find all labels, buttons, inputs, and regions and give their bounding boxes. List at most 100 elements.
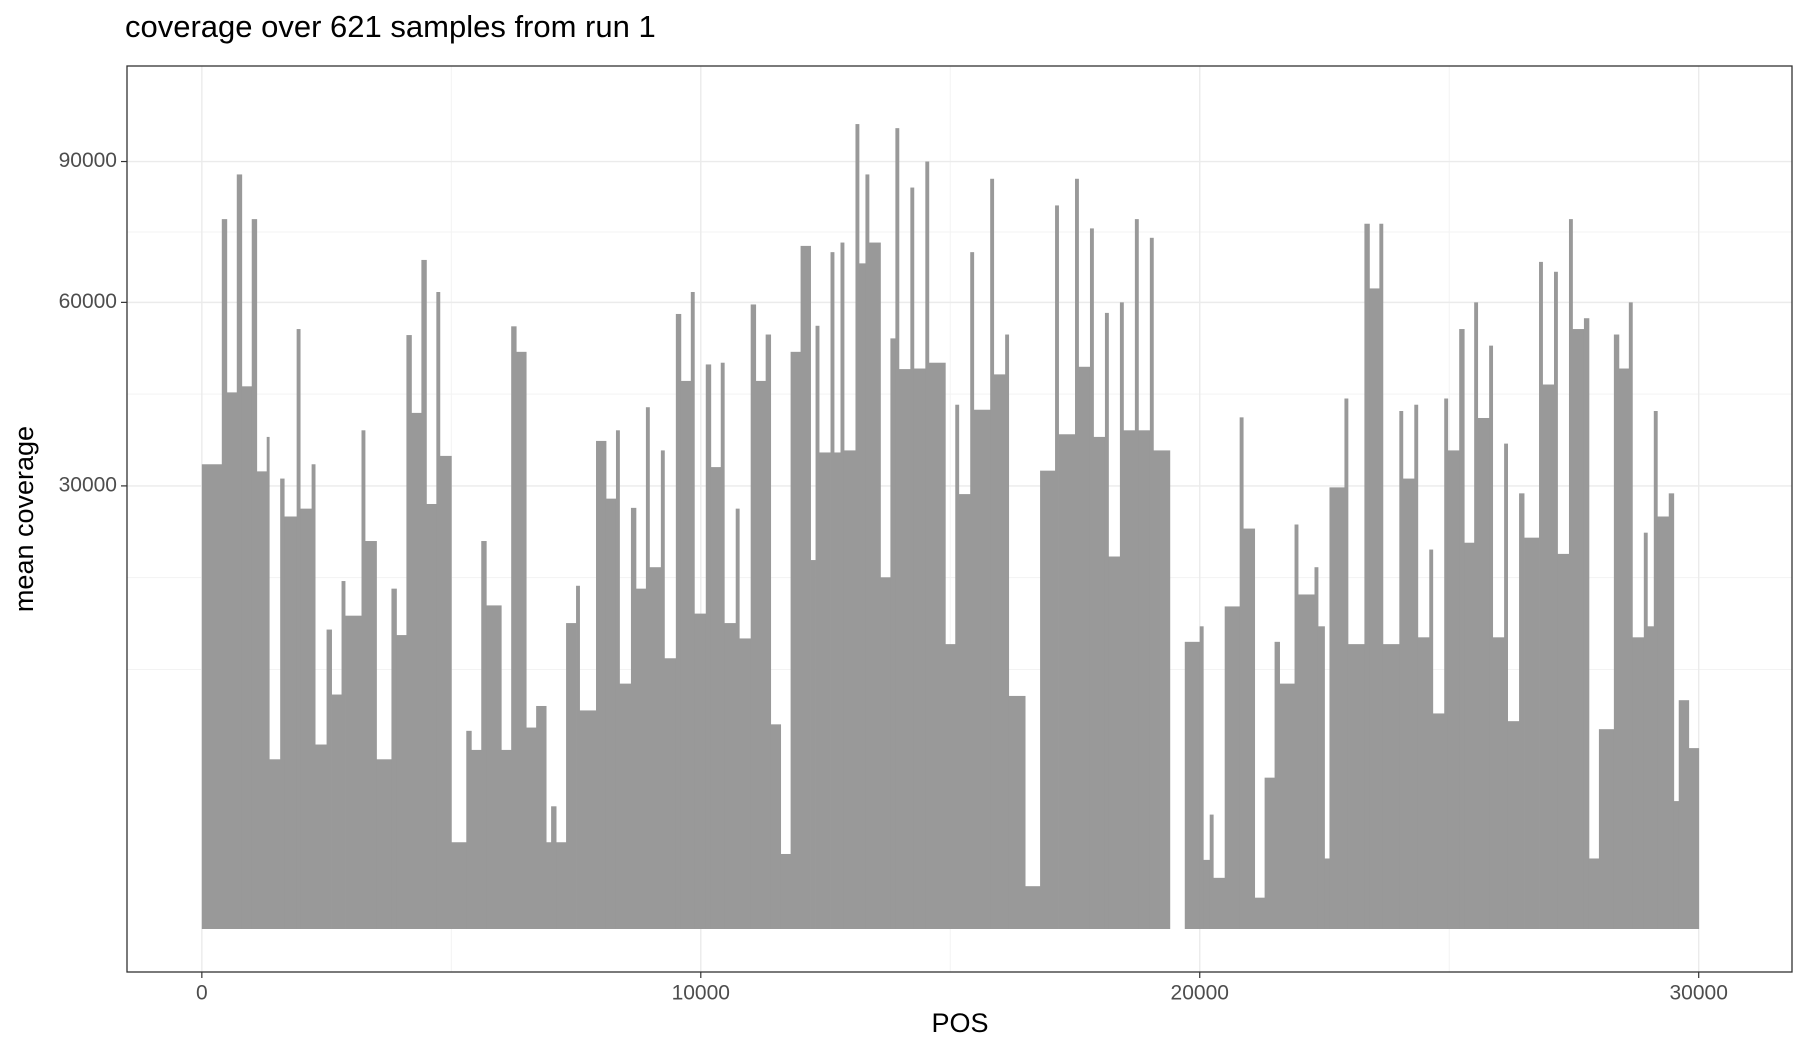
bar (1347, 644, 1365, 929)
bar (735, 508, 740, 929)
bar (1653, 410, 1658, 929)
bar (1239, 417, 1244, 929)
bar (1399, 410, 1404, 929)
bar (970, 252, 975, 930)
bar (1554, 271, 1558, 929)
bar (1628, 302, 1633, 929)
bar (511, 326, 517, 929)
bar (1542, 384, 1555, 929)
bar (280, 478, 285, 929)
bar (1379, 223, 1384, 930)
bar (1539, 261, 1543, 929)
bar (910, 187, 915, 929)
bar (843, 450, 856, 929)
bar (1402, 478, 1415, 929)
chart-title: coverage over 621 samples from run 1 (125, 9, 656, 44)
bar (1524, 537, 1540, 929)
bar (1474, 302, 1479, 929)
bar (1657, 516, 1670, 929)
plot-frame (126, 65, 1793, 973)
bar (645, 407, 650, 929)
bar (516, 351, 527, 929)
bar (865, 174, 870, 929)
bar (1414, 404, 1419, 930)
bar (331, 694, 342, 929)
bar (815, 325, 820, 929)
bar (1673, 801, 1680, 929)
bar (526, 727, 537, 929)
bar (315, 744, 327, 929)
bar (770, 724, 782, 929)
bar (284, 516, 298, 929)
bar (1369, 288, 1380, 929)
bar (1364, 223, 1370, 930)
bar (1138, 430, 1151, 929)
bar (326, 629, 332, 929)
bar (226, 392, 238, 929)
bar (1209, 814, 1214, 929)
bar (1492, 637, 1505, 929)
bar (858, 263, 866, 929)
bar (536, 705, 547, 929)
bar (605, 498, 617, 929)
bar (1557, 553, 1570, 929)
bar (466, 730, 472, 929)
bar (660, 450, 665, 929)
bar (993, 374, 1006, 929)
bar (1314, 567, 1319, 929)
bar (705, 364, 712, 929)
bar (1279, 683, 1295, 929)
bar (955, 404, 960, 930)
bar (1317, 626, 1325, 929)
bar (579, 710, 597, 929)
bar (269, 759, 281, 929)
bar (1489, 345, 1494, 930)
bar (800, 245, 811, 929)
bar (300, 508, 313, 929)
bar (376, 759, 392, 929)
bar (880, 577, 891, 929)
x-axis-label: POS (931, 1008, 988, 1038)
bar (755, 380, 767, 929)
bar (1058, 434, 1076, 929)
bar (1108, 556, 1121, 929)
bar (739, 638, 752, 929)
bar (1134, 219, 1139, 929)
bar (1618, 368, 1630, 929)
bar (1184, 641, 1201, 929)
bar (680, 380, 692, 929)
bar (710, 467, 722, 929)
bar (1329, 487, 1345, 929)
bar (1598, 729, 1615, 929)
bar (406, 335, 412, 929)
bar (1274, 641, 1280, 929)
bar (1119, 302, 1124, 929)
bar (1213, 877, 1226, 929)
bar (724, 623, 737, 929)
bar (690, 292, 695, 930)
bar (619, 683, 632, 929)
bar (1153, 450, 1171, 929)
bar (895, 128, 900, 929)
bar (750, 304, 757, 929)
bar (566, 623, 577, 929)
bar (1040, 470, 1056, 929)
bar (411, 412, 422, 929)
bar (928, 362, 946, 929)
bar (1243, 528, 1256, 929)
x-tick-label: 20000 (1171, 982, 1229, 1005)
bar (990, 178, 995, 930)
bar (1254, 897, 1266, 929)
bar (780, 853, 792, 929)
bar (1298, 594, 1315, 929)
bar (345, 615, 362, 929)
bar (1078, 366, 1091, 930)
bar (945, 644, 956, 929)
bar (361, 430, 366, 929)
bar (1477, 417, 1490, 929)
bar (630, 507, 637, 929)
bar (810, 560, 816, 929)
bar (1008, 695, 1026, 929)
x-tick-label: 10000 (672, 982, 730, 1005)
